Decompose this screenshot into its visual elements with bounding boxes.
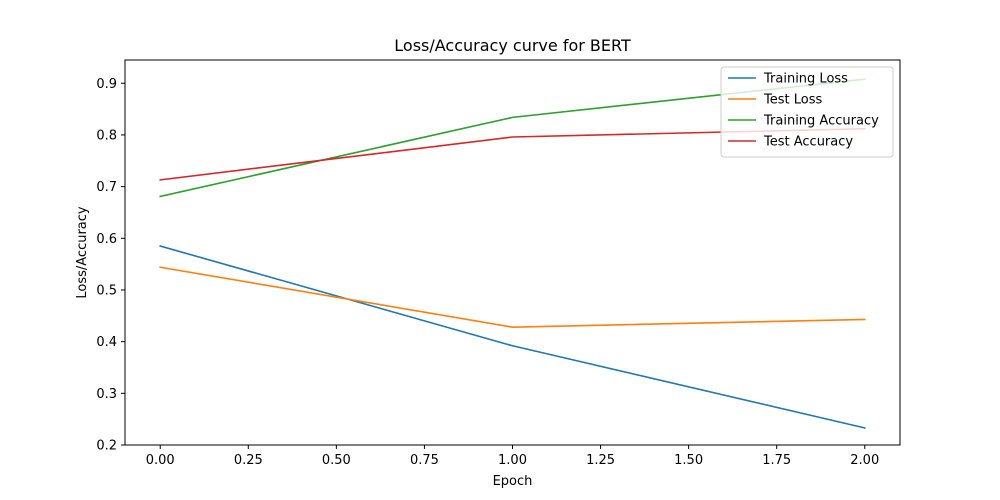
legend-label-test-loss: Test Loss xyxy=(763,93,822,108)
y-tick-label: 0.9 xyxy=(96,77,117,92)
x-tick-label: 0.50 xyxy=(322,453,351,468)
series-line-test-loss xyxy=(159,266,866,328)
legend-label-training-accuracy: Training Accuracy xyxy=(763,114,879,129)
x-tick-label: 0.75 xyxy=(410,453,439,468)
y-tick-label: 0.4 xyxy=(96,335,117,350)
y-tick-label: 0.8 xyxy=(96,128,117,143)
y-axis-label: Loss/Accuracy xyxy=(75,206,90,299)
y-axis: 0.2 0.3 0.4 0.5 0.6 0.7 0.8 0.9 xyxy=(96,77,125,454)
series-line-training-loss xyxy=(159,245,866,429)
x-tick-label: 1.75 xyxy=(762,453,791,468)
legend: Training Loss Test Loss Training Accuracy T… xyxy=(720,66,894,158)
y-tick-label: 0.3 xyxy=(96,387,117,402)
y-tick-label: 0.7 xyxy=(96,180,117,195)
x-tick-label: 0.00 xyxy=(146,453,175,468)
x-tick-label: 0.25 xyxy=(234,453,263,468)
y-tick-label: 0.5 xyxy=(96,283,117,298)
legend-label-training-loss: Training Loss xyxy=(763,72,848,87)
x-tick-label: 1.00 xyxy=(498,453,527,468)
x-axis-label: Epoch xyxy=(493,474,533,489)
x-tick-label: 2.00 xyxy=(850,453,879,468)
x-axis: 0.00 0.25 0.50 0.75 1.00 1.25 1.50 1.75 2.00 xyxy=(146,445,879,468)
y-tick-label: 0.6 xyxy=(96,232,117,247)
y-tick-label: 0.2 xyxy=(96,439,117,454)
x-tick-label: 1.50 xyxy=(674,453,703,468)
legend-label-test-accuracy: Test Accuracy xyxy=(763,135,853,150)
legend-box xyxy=(720,66,894,158)
x-tick-label: 1.25 xyxy=(586,453,615,468)
chart-title: Loss/Accuracy curve for BERT xyxy=(394,36,631,55)
